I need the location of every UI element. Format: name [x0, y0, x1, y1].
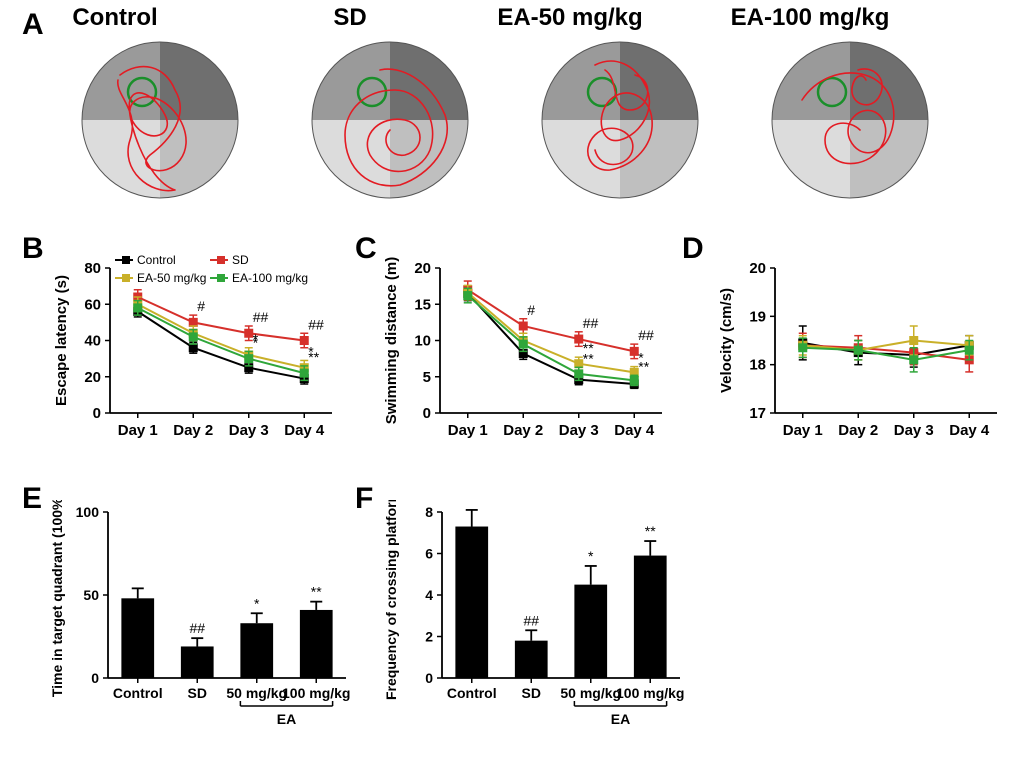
- svg-text:Velocity (cm/s): Velocity (cm/s): [718, 288, 735, 393]
- svg-text:*: *: [254, 595, 260, 611]
- svg-text:Frequency of crossing platform: Frequency of crossing platform: [383, 500, 399, 700]
- svg-text:Day 1: Day 1: [783, 422, 823, 439]
- svg-text:15: 15: [414, 296, 431, 313]
- svg-text:Day 4: Day 4: [614, 422, 655, 439]
- svg-text:EA-50 mg/kg: EA-50 mg/kg: [137, 271, 206, 285]
- svg-text:#: #: [527, 302, 535, 318]
- svg-text:8: 8: [425, 504, 433, 520]
- svg-text:10: 10: [414, 333, 431, 350]
- svg-text:#: #: [197, 298, 205, 314]
- panel-e-chart: 0 50 100 Time in target quadrant (100%) Cont…: [46, 500, 356, 750]
- svg-text:Control: Control: [447, 685, 497, 701]
- svg-text:##: ##: [308, 316, 324, 332]
- svg-text:5: 5: [423, 369, 431, 386]
- svg-text:Control: Control: [113, 685, 163, 701]
- svg-text:SD: SD: [522, 685, 541, 701]
- svg-text:4: 4: [425, 587, 433, 603]
- svg-text:*: *: [253, 334, 259, 350]
- svg-text:Day 3: Day 3: [559, 422, 599, 439]
- svg-text:Swimming distance (m): Swimming distance (m): [383, 257, 400, 425]
- svg-text:SD: SD: [232, 253, 249, 267]
- svg-text:20: 20: [84, 369, 101, 386]
- svg-text:Control: Control: [137, 253, 176, 267]
- svg-text:50 mg/kg: 50 mg/kg: [226, 685, 287, 701]
- svg-text:100: 100: [76, 504, 100, 520]
- svg-text:Escape latency (s): Escape latency (s): [53, 275, 70, 406]
- svg-text:Day 2: Day 2: [838, 422, 878, 439]
- svg-text:**: **: [645, 523, 656, 539]
- svg-text:##: ##: [583, 315, 599, 331]
- svg-text:6: 6: [425, 546, 433, 562]
- panel-c-chart: 0 5 10 15 20 Day 1 Day 2 Day 3 Day 4 Swimming dis…: [380, 248, 670, 463]
- panel-a-title-3: EA-100 mg/kg: [731, 4, 890, 32]
- svg-text:SD: SD: [188, 685, 207, 701]
- svg-text:20: 20: [749, 260, 766, 277]
- svg-text:Day 1: Day 1: [448, 422, 488, 439]
- panel-letter-b: B: [22, 232, 44, 266]
- svg-text:##: ##: [253, 309, 269, 325]
- panel-a-title-1: SD: [333, 4, 366, 32]
- svg-text:40: 40: [84, 333, 101, 350]
- panel-letter-c: C: [355, 232, 377, 266]
- svg-text:EA: EA: [277, 711, 296, 727]
- panel-f-chart: 0 2 4 6 8 Frequency of crossing platform Contr…: [380, 500, 690, 750]
- svg-text:*: *: [588, 548, 594, 564]
- svg-text:Day 3: Day 3: [894, 422, 934, 439]
- svg-text:**: **: [308, 349, 319, 365]
- svg-text:20: 20: [414, 260, 431, 277]
- svg-text:18: 18: [749, 357, 766, 374]
- svg-text:Day 4: Day 4: [949, 422, 990, 439]
- svg-text:80: 80: [84, 260, 101, 277]
- maze-3: [770, 40, 930, 200]
- svg-text:Day 4: Day 4: [284, 422, 325, 439]
- svg-text:60: 60: [84, 296, 101, 313]
- svg-text:0: 0: [91, 670, 99, 686]
- svg-text:##: ##: [189, 620, 205, 636]
- maze-2: [540, 40, 700, 200]
- svg-text:**: **: [583, 350, 594, 366]
- svg-text:100 mg/kg: 100 mg/kg: [616, 685, 684, 701]
- svg-text:50 mg/kg: 50 mg/kg: [560, 685, 621, 701]
- svg-text:Day 3: Day 3: [229, 422, 269, 439]
- svg-text:19: 19: [749, 308, 766, 325]
- panel-a-title-2: EA-50 mg/kg: [497, 4, 642, 32]
- panel-letter-d: D: [682, 232, 704, 266]
- svg-text:EA: EA: [611, 711, 630, 727]
- svg-text:Day 2: Day 2: [503, 422, 543, 439]
- panel-d-chart: 17 18 19 20 Day 1 Day 2 Day 3 Day 4 Velocity (cm…: [715, 248, 1005, 463]
- svg-text:0: 0: [425, 670, 433, 686]
- svg-text:0: 0: [93, 405, 101, 422]
- panel-letter-f: F: [355, 482, 373, 516]
- svg-text:**: **: [311, 584, 322, 600]
- svg-text:Day 2: Day 2: [173, 422, 213, 439]
- panel-letter-e: E: [22, 482, 42, 516]
- svg-text:EA-100 mg/kg: EA-100 mg/kg: [232, 271, 308, 285]
- maze-0: [80, 40, 240, 200]
- svg-text:##: ##: [523, 612, 539, 628]
- svg-text:50: 50: [83, 587, 99, 603]
- svg-text:2: 2: [425, 629, 433, 645]
- svg-text:Day 1: Day 1: [118, 422, 158, 439]
- svg-text:17: 17: [749, 405, 766, 422]
- svg-text:##: ##: [638, 327, 654, 343]
- panel-a-title-0: Control: [72, 4, 157, 32]
- panel-letter-a: A: [22, 8, 44, 42]
- panel-b-chart: 0 20 40 60 80 Day 1 Day 2 Day 3 Day 4 Escape late…: [50, 248, 340, 463]
- svg-text:100 mg/kg: 100 mg/kg: [282, 685, 350, 701]
- svg-text:0: 0: [423, 405, 431, 422]
- svg-text:**: **: [638, 358, 649, 374]
- maze-1: [310, 40, 470, 200]
- svg-text:Time in target quadrant (100%): Time in target quadrant (100%): [49, 500, 65, 697]
